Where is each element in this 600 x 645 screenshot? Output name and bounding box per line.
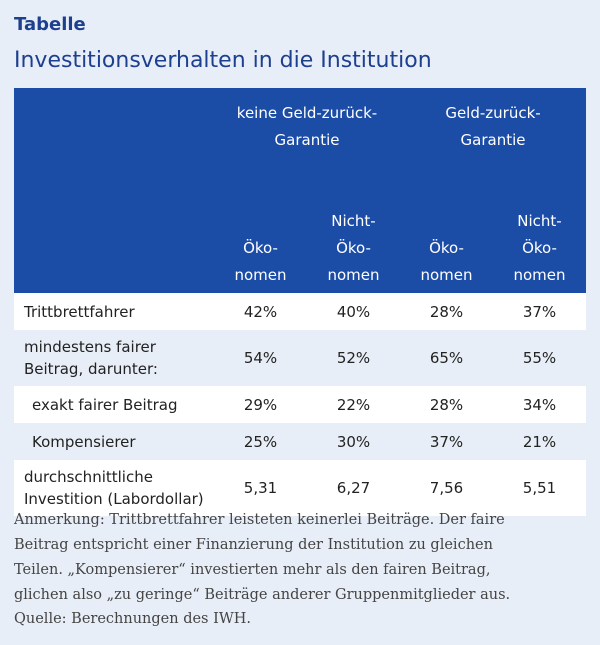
group-header-no-guarantee: keine Geld-zurück- Garantie [214, 88, 400, 208]
table-cell: 28% [400, 386, 493, 423]
table-cell: 21% [493, 423, 587, 460]
table-cell: 25% [214, 423, 307, 460]
row-label: Kompensierer [14, 423, 214, 460]
table-row: exakt fairer Beitrag 29% 22% 28% 34% [14, 386, 587, 423]
table-cell: 29% [214, 386, 307, 423]
table-label: Tabelle [14, 14, 86, 35]
row-label: durchschnittliche Investition (Labordoll… [14, 460, 214, 516]
table-cell: 5,31 [214, 460, 307, 516]
group-header-line: Geld-zurück- [445, 104, 541, 122]
row-label-line: mindestens fairer [24, 338, 156, 356]
table-row: durchschnittliche Investition (Labordoll… [14, 460, 587, 516]
table-cell: 5,51 [493, 460, 587, 516]
table-cell: 37% [493, 293, 587, 330]
row-label-line: Investition (Labordollar) [24, 490, 204, 508]
data-table: keine Geld-zurück- Garantie Geld-zurück-… [14, 88, 587, 516]
table-note: Anmerkung: Trittbrettfahrer leisteten ke… [14, 508, 586, 608]
subheader-line: Nicht- [517, 212, 562, 230]
subheader-line: Öko- [429, 239, 464, 257]
subheader-economists-2: Öko- nomen [400, 208, 493, 293]
note-line: Beitrag entspricht einer Finanzierung de… [14, 537, 493, 553]
subheader-economists-1: Öko- nomen [214, 208, 307, 293]
group-header-guarantee: Geld-zurück- Garantie [400, 88, 587, 208]
table-row: Kompensierer 25% 30% 37% 21% [14, 423, 587, 460]
table-row: mindestens fairer Beitrag, darunter: 54%… [14, 330, 587, 386]
source-note: Quelle: Berechnungen des IWH. [14, 611, 251, 627]
subheader-non-economists-1: Nicht- Öko- nomen [307, 208, 400, 293]
row-label: Trittbrettfahrer [14, 293, 214, 330]
subheader-line: Öko- [522, 239, 557, 257]
group-header-line: Garantie [460, 131, 526, 149]
table-cell: 37% [400, 423, 493, 460]
table-cell: 55% [493, 330, 587, 386]
subheader-line: nomen [513, 266, 566, 284]
page-title: Investitionsverhalten in die Institution [14, 48, 432, 73]
table-cell: 40% [307, 293, 400, 330]
subheader-line: Nicht- [331, 212, 376, 230]
table-cell: 54% [214, 330, 307, 386]
table-cell: 42% [214, 293, 307, 330]
table-cell: 22% [307, 386, 400, 423]
table-row: Trittbrettfahrer 42% 40% 28% 37% [14, 293, 587, 330]
table-cell: 65% [400, 330, 493, 386]
table-cell: 28% [400, 293, 493, 330]
table-cell: 7,56 [400, 460, 493, 516]
table-cell: 30% [307, 423, 400, 460]
note-line: Anmerkung: Trittbrettfahrer leisteten ke… [14, 512, 505, 528]
note-line: glichen also „zu geringe“ Beiträge ander… [14, 587, 511, 603]
subheader-line: Öko- [336, 239, 371, 257]
group-header-line: Garantie [274, 131, 340, 149]
row-label-line: Beitrag, darunter: [24, 360, 158, 378]
group-header-line: keine Geld-zurück- [236, 104, 378, 122]
note-line: Teilen. „Kompensierer“ investierten mehr… [14, 562, 491, 578]
subheader-non-economists-2: Nicht- Öko- nomen [493, 208, 587, 293]
header-corner [14, 88, 214, 208]
row-label: exakt fairer Beitrag [14, 386, 214, 423]
subheader-line: Öko- [243, 239, 278, 257]
table-cell: 52% [307, 330, 400, 386]
subheader-line: nomen [234, 266, 287, 284]
table-cell: 34% [493, 386, 587, 423]
subheader-line: nomen [420, 266, 473, 284]
subheader-line: nomen [327, 266, 380, 284]
row-label: mindestens fairer Beitrag, darunter: [14, 330, 214, 386]
table-cell: 6,27 [307, 460, 400, 516]
header-corner-sub [14, 208, 214, 293]
row-label-line: durchschnittliche [24, 468, 153, 486]
